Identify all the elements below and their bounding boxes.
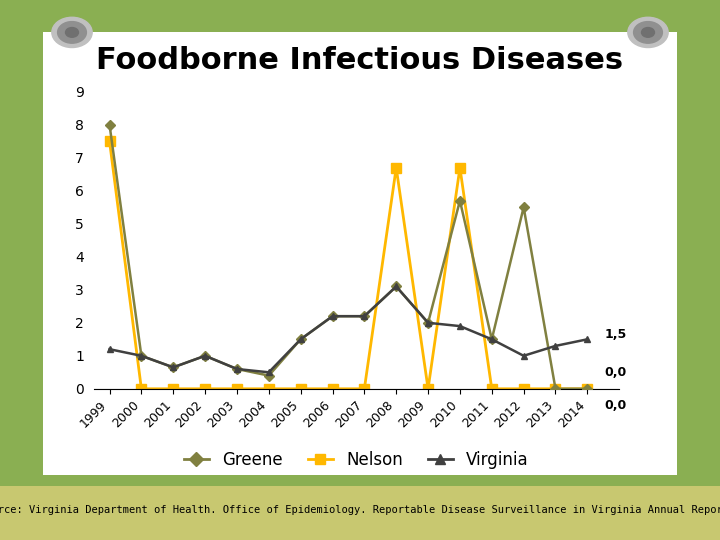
- Text: 0,0: 0,0: [605, 399, 627, 412]
- Text: 0,0: 0,0: [605, 366, 627, 379]
- Text: E. Coli Incidence Rate per 100,000 Population,
1999-2014: E. Coli Incidence Rate per 100,000 Popul…: [150, 103, 570, 146]
- Legend: Greene, Nelson, Virginia: Greene, Nelson, Virginia: [177, 444, 536, 476]
- Text: 1,5: 1,5: [605, 328, 627, 341]
- Text: Source: Virginia Department of Health. Office of Epidemiology. Reportable Diseas: Source: Virginia Department of Health. O…: [0, 505, 720, 515]
- Text: Foodborne Infectious Diseases: Foodborne Infectious Diseases: [96, 46, 624, 75]
